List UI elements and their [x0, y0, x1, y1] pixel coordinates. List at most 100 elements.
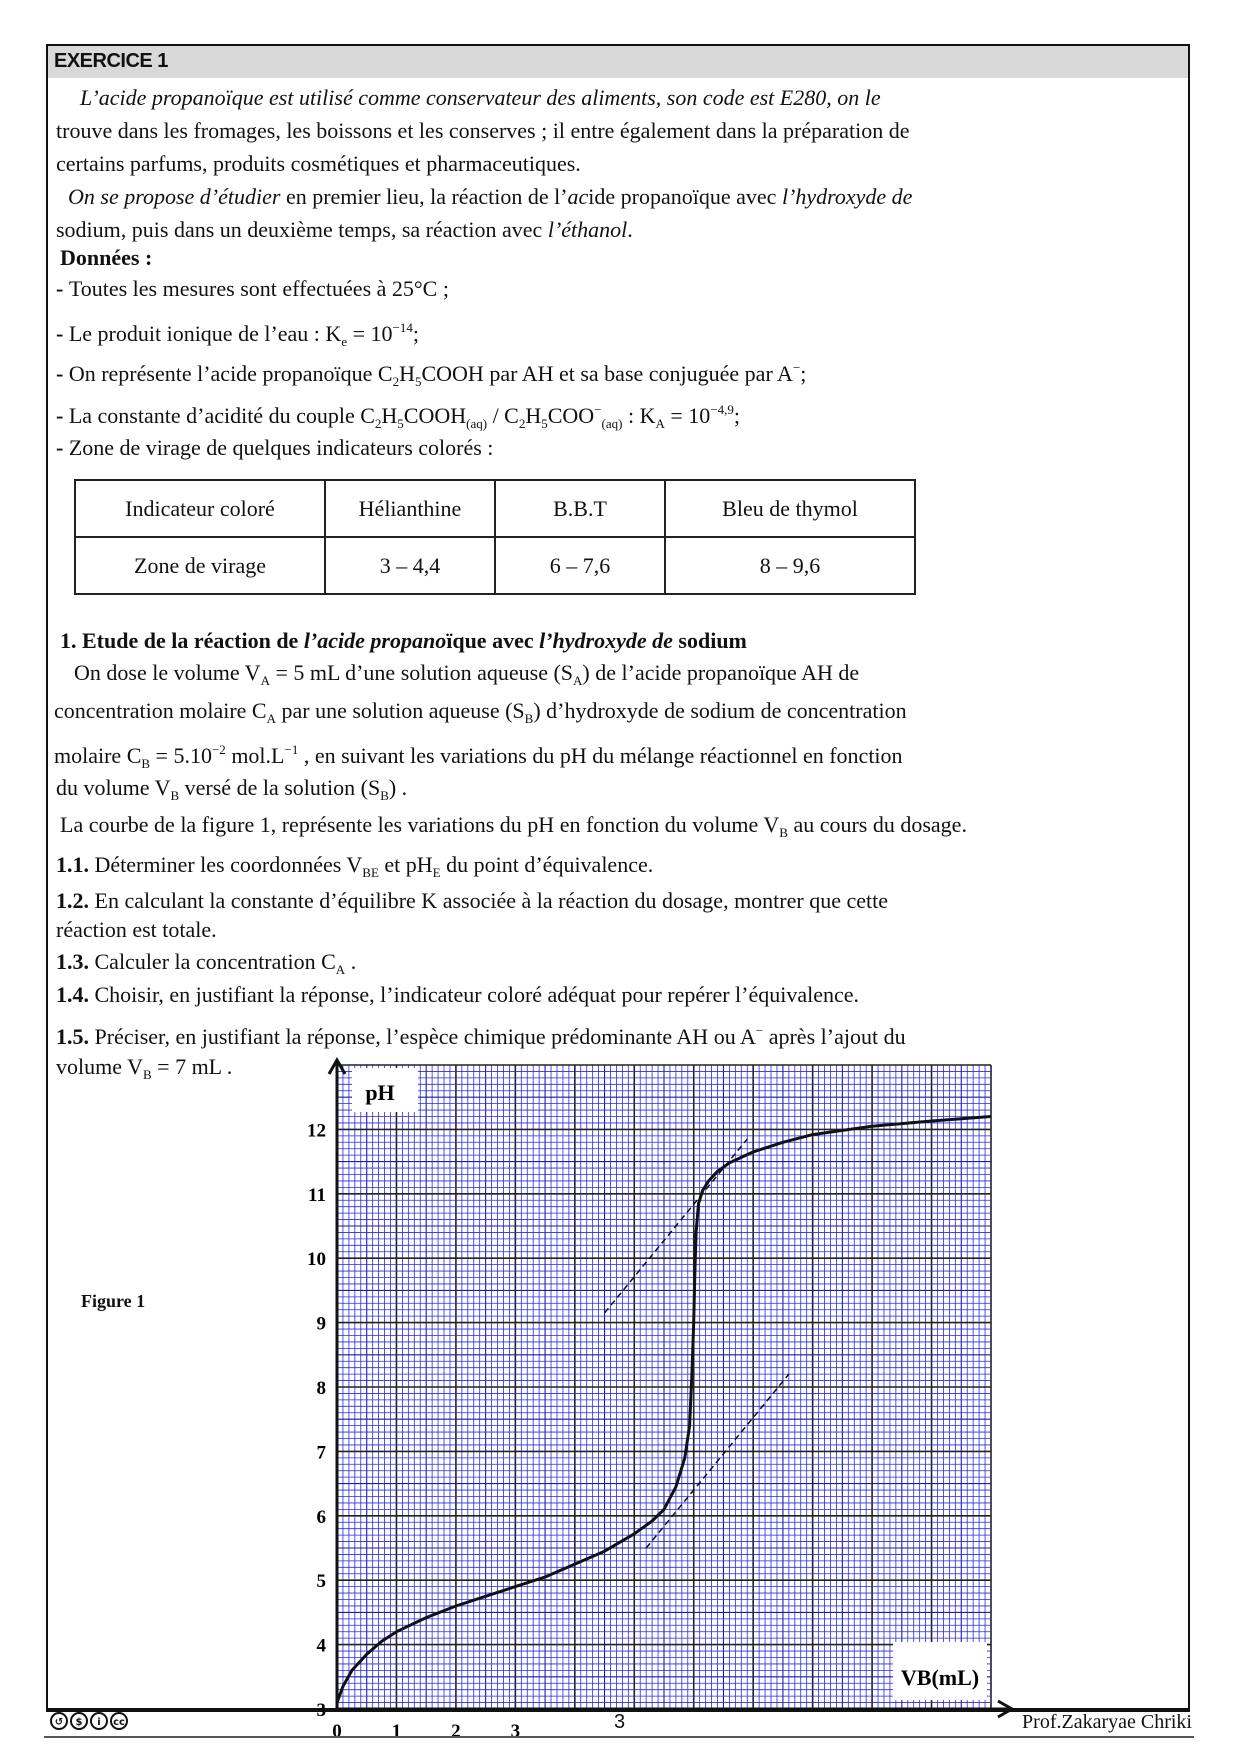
question-line: 1.4. Choisir, en justifiant la réponse, … [56, 982, 859, 1008]
text-segment: COOH par AH et sa base conjuguée par A [421, 361, 793, 386]
text-segment: par une solution aqueuse (S [275, 698, 525, 723]
intro-line: On se propose d’étudier en premier lieu,… [68, 184, 912, 210]
donnees-item: - On représente l’acide propanoïque C2H5… [56, 355, 806, 395]
text-segment: L’acide propanoïque est utilisé comme co… [80, 85, 881, 110]
text-segment: au cours du dosage. [787, 812, 967, 837]
statement-line: molaire CB = 5.10−2 mol.L−1 , en suivant… [54, 737, 903, 777]
text-segment: - [56, 276, 69, 301]
text-segment: B [141, 756, 151, 771]
tangent-line [603, 1138, 748, 1314]
table-cell: 6 – 7,6 [494, 536, 666, 595]
statement-line: concentration molaire CA par une solutio… [54, 698, 907, 732]
text-segment: COOH [403, 403, 467, 428]
text-segment: Choisir, en justifiant la réponse, l’ind… [89, 982, 860, 1007]
text-segment: après l’ajout du [763, 1024, 906, 1049]
indicator-table: Indicateur coloré Hélianthine B.B.T Bleu… [74, 479, 916, 595]
x-tick-label: 3 [511, 1721, 521, 1742]
text-segment: BE [362, 865, 379, 880]
text-segment: l’hydroxyde de [539, 628, 673, 653]
intro-line: trouve dans les fromages, les boissons e… [56, 118, 909, 144]
text-segment: E [432, 865, 441, 880]
text-segment: 2 [392, 374, 400, 389]
text-segment: 1.3. [56, 949, 89, 974]
ylabel-box [352, 1068, 418, 1112]
y-tick-label: 12 [307, 1120, 326, 1141]
text-segment: . [627, 217, 633, 242]
text-segment: - [56, 321, 69, 346]
text-segment: −2 [211, 742, 226, 757]
text-segment: 5 [397, 416, 404, 431]
text-segment: - [56, 435, 69, 460]
text-segment: B [142, 1067, 152, 1082]
text-segment: Calculer la concentration C [89, 949, 336, 974]
y-tick-label: 7 [317, 1442, 327, 1463]
text-segment: : K [622, 403, 656, 428]
text-segment: / C [487, 403, 519, 428]
cc-nc-icon: $ [70, 1712, 88, 1730]
figure-label: Figure 1 [81, 1291, 146, 1311]
text-segment: - [56, 403, 69, 428]
text-segment: Le produit ionique de l’eau : K [68, 321, 342, 346]
section-title: 1. Etude de la réaction de l’acide propa… [60, 628, 747, 654]
text-segment: sodium, puis dans un deuxième temps, sa … [56, 217, 548, 242]
text-segment: Toutes les mesures sont effectuées à 25°… [68, 276, 449, 301]
table-header-cell: Bleu de thymol [664, 479, 916, 538]
tangent-line [645, 1373, 790, 1549]
text-segment: l’acide propano [303, 628, 447, 653]
text-segment: du volume V [56, 775, 171, 800]
y-tick-label: 5 [317, 1571, 327, 1592]
text-segment: ide propanoïque avec [588, 184, 782, 209]
x-tick-label: 0 [332, 1721, 342, 1742]
text-segment: . [345, 949, 357, 974]
text-segment: versé de la solution (S [179, 775, 381, 800]
text-segment: = 7 mL . [151, 1054, 233, 1079]
intro-line: sodium, puis dans un deuxième temps, sa … [56, 217, 633, 243]
donnees-item: - Toutes les mesures sont effectuées à 2… [56, 276, 449, 302]
cc-by-icon: i [90, 1712, 108, 1730]
question-line: 1.5. Préciser, en justifiant la réponse,… [56, 1018, 906, 1050]
text-segment: certains parfums, produits cosmétiques e… [56, 151, 581, 176]
table-row: Zone de virage 3 – 4,4 6 – 7,6 8 – 9,6 [74, 536, 916, 595]
intro-line: certains parfums, produits cosmétiques e… [56, 151, 581, 177]
y-tick-label: 6 [317, 1507, 327, 1528]
question-line: réaction est totale. [56, 917, 217, 943]
text-segment: volume V [56, 1054, 143, 1079]
text-segment: concentration molaire C [54, 698, 267, 723]
question-line: volume VB = 7 mL . [56, 1054, 232, 1088]
y-axis-label: pH [365, 1080, 394, 1105]
text-segment: en premier lieu, la réaction de l’ [280, 184, 568, 209]
footer-divider [44, 1736, 1194, 1738]
text-segment: A [260, 673, 270, 688]
text-segment: du point d’équivalence. [440, 852, 654, 877]
text-segment: La courbe de la figure 1, représente les… [60, 812, 780, 837]
text-segment: On se propose d’étudier [68, 184, 281, 209]
cc-icon: cc [110, 1712, 128, 1730]
y-tick-label: 4 [317, 1636, 327, 1657]
text-segment: Préciser, en justifiant la réponse, l’es… [89, 1024, 756, 1049]
text-segment: e [341, 334, 348, 349]
text-segment: ac [567, 184, 589, 209]
text-segment: réaction est totale. [56, 917, 217, 942]
x-tick-label: 1 [392, 1721, 402, 1742]
table-header-cell: B.B.T [494, 479, 666, 538]
table-header-cell: Indicateur coloré [74, 479, 326, 538]
table-cell: 3 – 4,4 [324, 536, 496, 595]
table-row: Indicateur coloré Hélianthine B.B.T Bleu… [74, 479, 916, 538]
text-segment: A [655, 416, 665, 431]
text-segment: trouve dans les fromages, les boissons e… [56, 118, 910, 143]
xlabel-box [893, 1642, 987, 1700]
text-segment: −14 [392, 320, 413, 335]
donnees-item: - Le produit ionique de l’eau : Ke = 10−… [56, 315, 419, 355]
table-cell: 8 – 9,6 [664, 536, 916, 595]
ph-curve [335, 1115, 992, 1704]
text-segment: B [524, 711, 534, 726]
text-segment: et pH [378, 852, 433, 877]
text-segment: COO [547, 403, 595, 428]
x-axis-arrow [997, 1699, 1016, 1719]
text-segment: A [266, 711, 276, 726]
y-tick-label: 3 [317, 1700, 327, 1721]
text-segment: ; [733, 403, 741, 428]
text-segment: (aq) [466, 416, 488, 431]
text-segment: 2 [518, 416, 526, 431]
text-segment: l’hydroxyde de [781, 184, 913, 209]
